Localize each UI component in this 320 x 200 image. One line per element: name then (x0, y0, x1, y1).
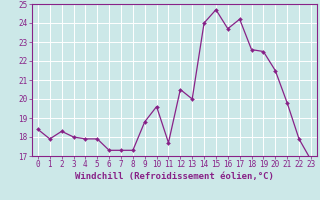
X-axis label: Windchill (Refroidissement éolien,°C): Windchill (Refroidissement éolien,°C) (75, 172, 274, 181)
